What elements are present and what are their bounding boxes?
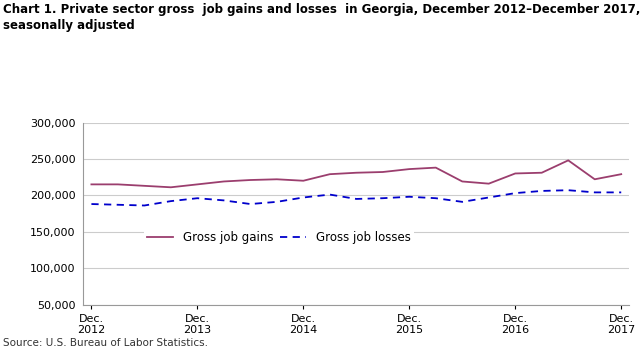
Gross job gains [167, 185, 175, 189]
Gross job gains [273, 177, 281, 181]
Text: Source: U.S. Bureau of Labor Statistics.: Source: U.S. Bureau of Labor Statistics. [3, 338, 208, 348]
Gross job losses [352, 197, 360, 201]
Gross job losses [591, 190, 598, 195]
Legend: Gross job gains, Gross job losses: Gross job gains, Gross job losses [144, 228, 414, 248]
Gross job gains [220, 179, 228, 183]
Gross job losses [273, 200, 281, 204]
Gross job losses [247, 202, 254, 206]
Gross job gains [564, 158, 572, 162]
Gross job gains [114, 182, 122, 187]
Gross job gains [591, 177, 598, 181]
Gross job losses [618, 190, 625, 195]
Gross job gains [87, 182, 95, 187]
Gross job gains [458, 179, 466, 183]
Gross job gains [485, 182, 492, 186]
Gross job gains [141, 184, 148, 188]
Gross job losses [432, 196, 440, 200]
Gross job gains [512, 172, 519, 176]
Gross job gains [406, 167, 413, 171]
Gross job losses [406, 195, 413, 199]
Gross job losses [512, 191, 519, 195]
Gross job losses [564, 188, 572, 192]
Gross job losses [114, 203, 122, 207]
Gross job gains [299, 178, 307, 183]
Gross job gains [618, 172, 625, 176]
Gross job losses [538, 189, 546, 193]
Gross job losses [326, 193, 334, 197]
Gross job losses [87, 202, 95, 206]
Gross job losses [379, 196, 386, 200]
Gross job losses [299, 195, 307, 199]
Gross job gains [326, 172, 334, 176]
Gross job losses [485, 195, 492, 199]
Line: Gross job gains: Gross job gains [91, 160, 621, 187]
Line: Gross job losses: Gross job losses [91, 190, 621, 205]
Gross job gains [432, 166, 440, 170]
Gross job gains [193, 182, 201, 187]
Gross job gains [247, 178, 254, 182]
Gross job losses [167, 199, 175, 203]
Gross job gains [379, 170, 386, 174]
Gross job losses [193, 196, 201, 200]
Gross job losses [220, 198, 228, 203]
Gross job losses [141, 203, 148, 208]
Gross job gains [352, 171, 360, 175]
Gross job gains [538, 171, 546, 175]
Text: Chart 1. Private sector gross  job gains and losses  in Georgia, December 2012–D: Chart 1. Private sector gross job gains … [3, 4, 641, 32]
Gross job losses [458, 200, 466, 204]
